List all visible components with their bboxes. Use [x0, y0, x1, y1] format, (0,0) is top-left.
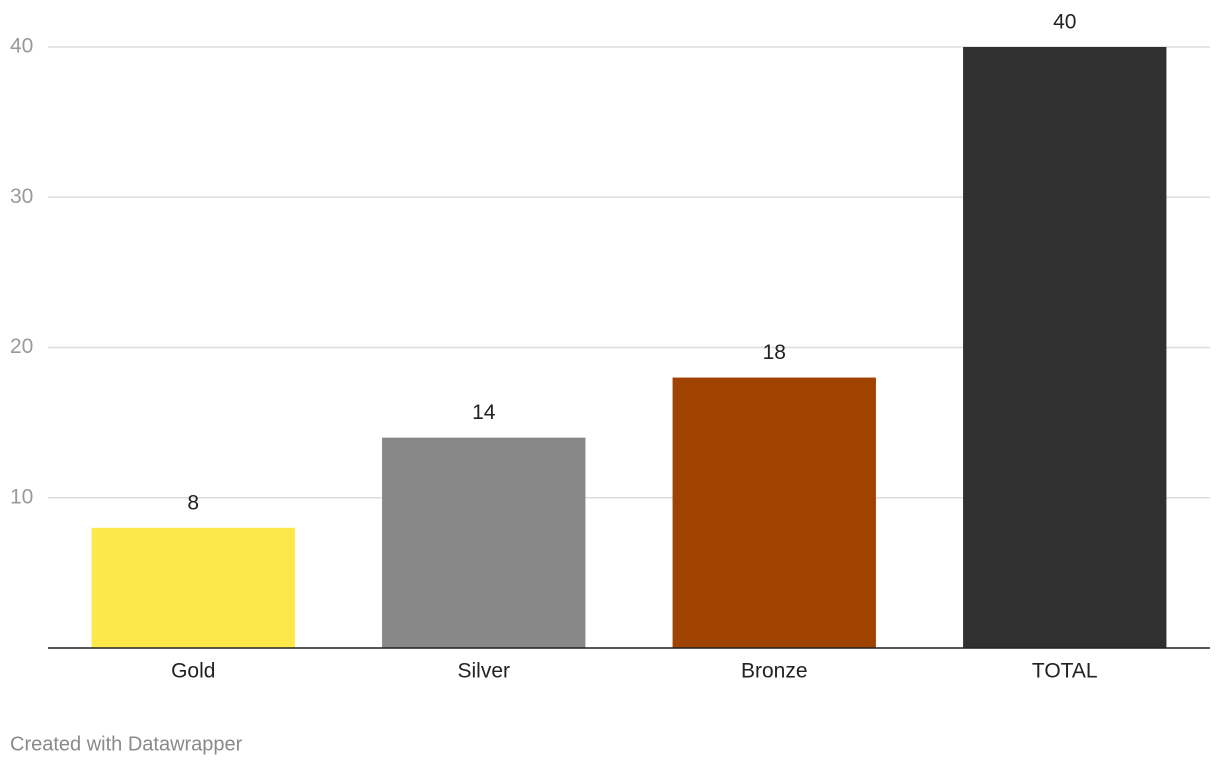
- bar: [91, 527, 295, 648]
- y-tick-label: 30: [10, 185, 33, 208]
- footer: Created with Datawrapper: [10, 733, 243, 755]
- y-tick-label: 10: [10, 485, 33, 508]
- bar: [963, 47, 1167, 648]
- x-tick-label: Bronze: [741, 660, 808, 683]
- bar: [672, 377, 876, 648]
- y-tick-label: 20: [10, 335, 33, 358]
- x-tick-label: TOTAL: [1032, 660, 1098, 683]
- bar: [382, 437, 586, 648]
- value-label: 18: [763, 341, 786, 364]
- y-tick-label: 40: [10, 35, 33, 58]
- x-tick-label: Silver: [457, 660, 510, 683]
- x-tick-label: Gold: [171, 660, 215, 683]
- value-label: 8: [187, 491, 199, 514]
- value-label: 14: [472, 401, 496, 424]
- value-label: 40: [1053, 11, 1076, 34]
